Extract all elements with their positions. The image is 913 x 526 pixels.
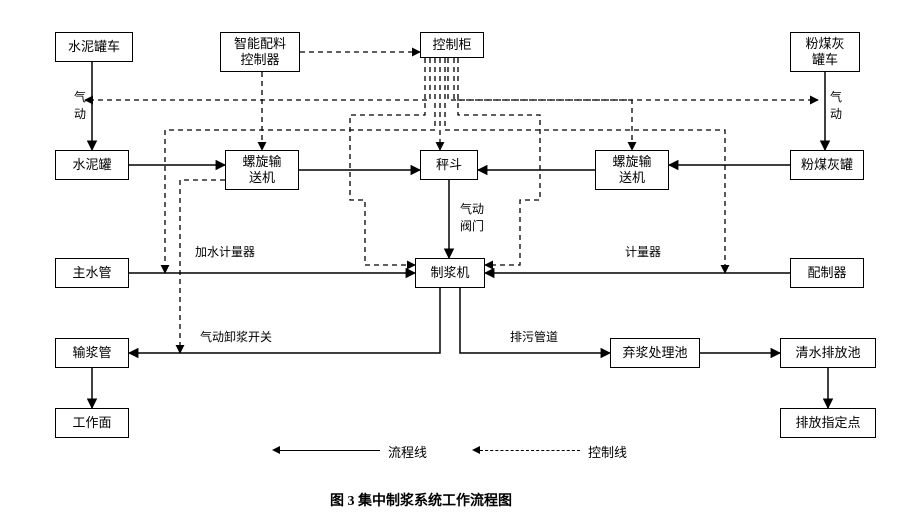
node-flyash_truck: 粉煤灰罐车 [790, 32, 860, 72]
node-flyash_tank: 粉煤灰罐 [790, 150, 864, 180]
node-work_face: 工作面 [55, 408, 129, 438]
legend-solid-label: 流程线 [388, 442, 427, 461]
figure-caption: 图 3 集中制浆系统工作流程图 [330, 490, 512, 510]
legend-dashed-line [480, 450, 580, 451]
node-screw1: 螺旋输送机 [225, 150, 299, 190]
node-slurry_pipe: 输浆管 [55, 338, 129, 368]
node-waste_pool: 弃浆处理池 [610, 338, 700, 368]
node-dispenser: 配制器 [790, 258, 864, 288]
node-main_pipe: 主水管 [55, 258, 129, 288]
legend-solid-arrow [272, 446, 280, 454]
node-discharge_pt: 排放指定点 [780, 408, 876, 438]
label-l_qdxj: 气动卸浆开关 [200, 328, 272, 345]
label-l_meter: 计量器 [625, 243, 661, 260]
flowchart-canvas: 水泥罐车 智能配料控制器 控制柜 粉煤灰罐车水泥罐 螺旋输送机 秤斗 螺旋输送机 粉煤灰罐主水… [0, 0, 913, 526]
label-l_qd2: 气动 [830, 88, 842, 122]
node-smart_ctrl: 智能配料控制器 [220, 32, 300, 72]
label-l_water_m: 加水计量器 [195, 243, 255, 260]
node-scale: 秤斗 [420, 150, 478, 180]
node-screw2: 螺旋输送机 [595, 150, 669, 190]
node-mixer: 制浆机 [415, 258, 485, 288]
legend-dashed-arrow [472, 446, 480, 454]
node-ctrl_cabinet: 控制柜 [420, 32, 484, 58]
legend-solid-line [280, 450, 380, 451]
label-l_drain: 排污管道 [510, 328, 558, 345]
label-l_qdfm: 气动阀门 [460, 200, 484, 234]
node-cement_truck: 水泥罐车 [55, 32, 133, 62]
label-l_qd1: 气动 [74, 88, 86, 122]
legend-dashed-label: 控制线 [588, 442, 627, 461]
node-clean_pool: 清水排放池 [780, 338, 876, 368]
node-cement_tank: 水泥罐 [55, 150, 129, 180]
